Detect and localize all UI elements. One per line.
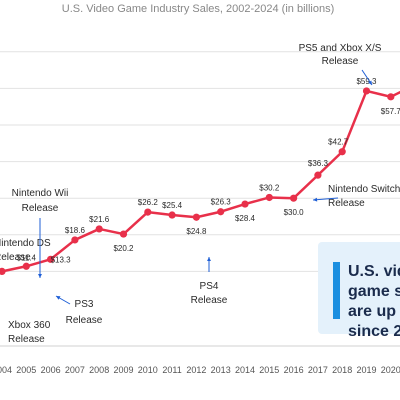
annotation-text: Nintendo Wii: [12, 188, 69, 199]
data-label: $21.6: [89, 215, 110, 224]
data-label: $11.4: [17, 253, 37, 262]
x-tick-label: 2005: [16, 365, 36, 375]
annotation-arrowhead: [313, 197, 318, 202]
data-label: $24.8: [186, 227, 207, 236]
x-tick-label: 2010: [138, 365, 158, 375]
annotation-text: Release: [191, 295, 228, 306]
annotation-text: Nintendo Switch: [328, 184, 400, 195]
x-tick-label: 2008: [89, 365, 109, 375]
annotation-text: Xbox 360: [8, 320, 51, 331]
data-labels: $11.4 $13.3 $18.6$21.6 $20.2 $26.2 $25.4 $24.8…: [17, 77, 400, 264]
x-tick-label: 2006: [41, 365, 61, 375]
data-point: [22, 262, 30, 270]
sales-series-line: [1, 89, 400, 273]
annotation-text: PS5 and Xbox X/S: [299, 43, 382, 54]
annotation-text: Release: [66, 315, 103, 326]
data-point: [0, 267, 6, 275]
x-tick-label: 2019: [356, 365, 376, 375]
x-tick-label: 2016: [284, 365, 304, 375]
data-label: $28.4: [235, 214, 256, 223]
data-label: $18.6: [65, 226, 86, 235]
x-tick-label: 2015: [259, 365, 279, 375]
data-point: [144, 208, 152, 216]
x-tick-label: 2014: [235, 365, 255, 375]
x-tick-label: 2017: [308, 365, 328, 375]
data-point: [168, 211, 176, 219]
callout-line-1: U.S. video: [348, 263, 400, 280]
data-point: [387, 93, 395, 101]
data-point: [95, 225, 103, 233]
release-annotations: Nintendo DS Release Nintendo Wii Release Xbo…: [0, 43, 400, 345]
data-points: [0, 87, 395, 275]
x-tick-label: 2009: [113, 365, 133, 375]
data-label: $20.2: [113, 244, 134, 253]
annotation-text: Release: [328, 198, 365, 209]
callout-line-2: game sales: [348, 283, 400, 300]
data-point: [290, 194, 298, 202]
annotation-arrowhead: [38, 273, 42, 278]
annotation-text: Release: [22, 203, 59, 214]
annotation-text: PS3: [75, 299, 94, 310]
x-tick-label: 2011: [162, 365, 181, 375]
annotation-text: PS4: [200, 281, 219, 292]
data-label: $57.7: [381, 107, 400, 116]
data-label: $30.0: [284, 208, 305, 217]
data-label: $25.4: [162, 201, 183, 210]
annotation-text: Release: [8, 334, 45, 345]
data-label: $26.2: [138, 198, 159, 207]
data-point: [119, 230, 128, 238]
annotation-text: Release: [322, 56, 359, 67]
data-label: $30.2: [259, 183, 280, 192]
data-point: [314, 171, 322, 179]
data-label: $42.7: [328, 138, 349, 147]
data-point: [241, 200, 249, 208]
chart-title: U.S. Video Game Industry Sales, 2002-202…: [62, 3, 335, 15]
data-point: [338, 148, 346, 156]
gridlines: [0, 51, 400, 347]
data-label: $36.3: [308, 159, 329, 168]
annotation-arrowhead: [368, 80, 372, 85]
x-tick-label: 2018: [332, 365, 352, 375]
annotation-text: Release: [0, 252, 31, 263]
callout-accent-bar: [333, 262, 340, 319]
data-point: [265, 193, 273, 202]
annotation-text: Nintendo DS: [0, 238, 51, 249]
x-axis-ticks: 2004 2005 2006 2007 2008 2009 2010 2011 2012 2013…: [0, 365, 400, 375]
data-point: [362, 87, 371, 95]
series-line-layer: [1, 89, 400, 273]
x-tick-label: 2013: [211, 365, 231, 375]
data-label: $59.3: [356, 77, 377, 86]
data-label: $26.3: [211, 198, 232, 207]
x-tick-label: 2007: [65, 365, 85, 375]
x-tick-label: 2020: [381, 365, 400, 375]
data-point: [217, 208, 225, 216]
annotation-arrowhead: [56, 296, 61, 300]
annotation-arrow-line: [312, 197, 339, 201]
x-tick-label: 2004: [0, 365, 12, 375]
annotation-arrowhead: [207, 257, 211, 262]
data-point: [192, 213, 200, 221]
callout-line-4: since 2004: [348, 323, 400, 340]
data-label: $13.3: [51, 255, 72, 264]
data-point: [47, 255, 55, 263]
data-point: [71, 236, 79, 244]
x-tick-label: 2012: [186, 365, 206, 375]
callout-line-3: are up: [348, 303, 397, 320]
summary-callout: U.S. video game sales are up since 2004: [318, 242, 400, 340]
